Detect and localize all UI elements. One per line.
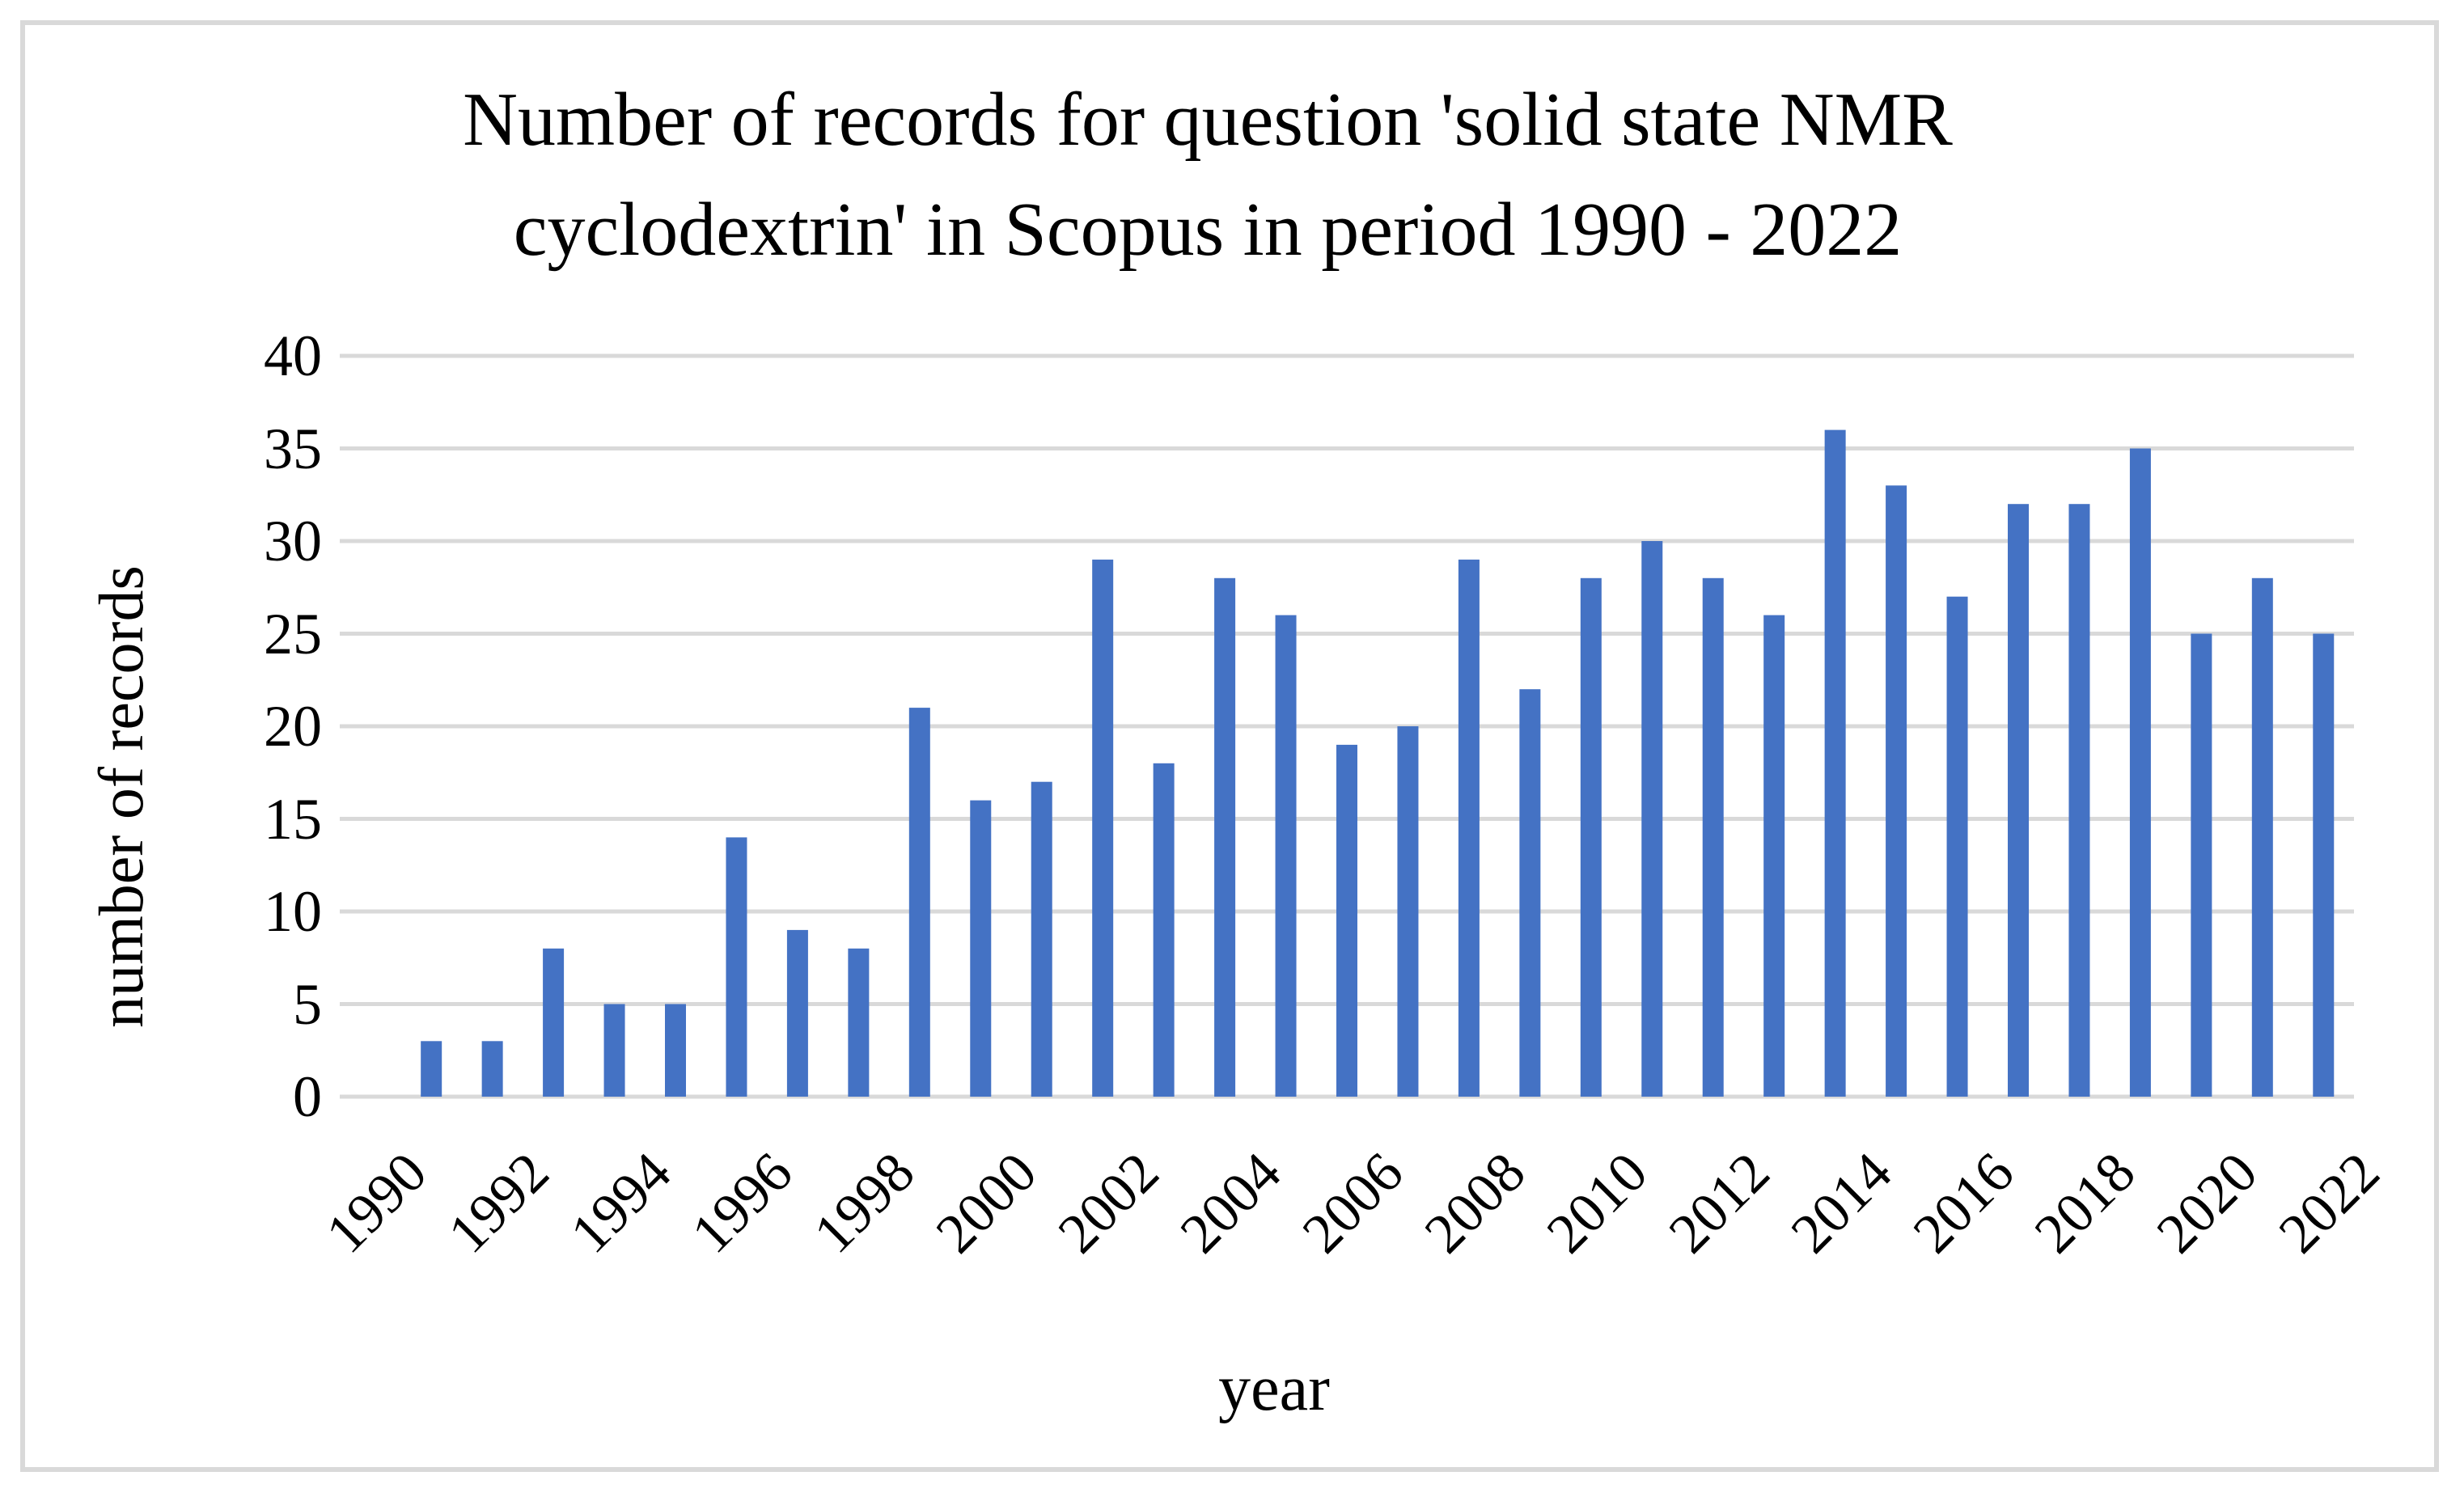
bar-1998 bbox=[848, 948, 870, 1097]
bar-2003 bbox=[1153, 763, 1175, 1097]
y-tick-label-0: 0 bbox=[293, 1064, 322, 1129]
x-axis-title: year bbox=[1218, 1353, 1330, 1424]
y-tick-label-25: 25 bbox=[264, 601, 322, 666]
bar-2016 bbox=[1946, 596, 1968, 1097]
bar-2008 bbox=[1458, 559, 1480, 1097]
bar-2007 bbox=[1397, 726, 1419, 1097]
bar-1993 bbox=[543, 948, 565, 1097]
x-tick-label-2004: 2004 bbox=[1169, 1141, 1293, 1266]
y-tick-label-10: 10 bbox=[264, 879, 322, 944]
bar-1996 bbox=[726, 837, 747, 1097]
x-tick-label-2012: 2012 bbox=[1657, 1141, 1782, 1266]
y-tick-label-40: 40 bbox=[264, 324, 322, 388]
x-tick-label-1996: 1996 bbox=[680, 1141, 805, 1266]
x-tick-label-2000: 2000 bbox=[925, 1141, 1049, 1266]
chart-title-line2: cyclodextrin' in Scopus in period 1990 -… bbox=[513, 188, 1903, 272]
bar-2018 bbox=[2068, 504, 2090, 1097]
x-tick-label-2020: 2020 bbox=[2145, 1141, 2270, 1266]
bar-1995 bbox=[665, 1004, 686, 1097]
bar-1994 bbox=[603, 1004, 625, 1097]
plot-area bbox=[340, 353, 2354, 1099]
bar-2004 bbox=[1214, 577, 1236, 1097]
x-tick-label-2006: 2006 bbox=[1291, 1141, 1416, 1266]
bar-2012 bbox=[1702, 577, 1724, 1097]
y-tick-label-35: 35 bbox=[264, 416, 322, 481]
bar-2015 bbox=[1886, 485, 1907, 1097]
y-tick-label-20: 20 bbox=[264, 694, 322, 759]
bar-2013 bbox=[1763, 615, 1785, 1097]
x-tick-label-2002: 2002 bbox=[1047, 1141, 1171, 1266]
bar-2019 bbox=[2129, 448, 2151, 1097]
x-tick-label-2016: 2016 bbox=[1901, 1141, 2026, 1266]
bar-2011 bbox=[1641, 541, 1663, 1097]
bar-1997 bbox=[786, 929, 808, 1097]
y-tick-label-15: 15 bbox=[264, 786, 322, 852]
bar-1992 bbox=[481, 1041, 503, 1097]
x-tick-label-2010: 2010 bbox=[1535, 1141, 1660, 1266]
chart-title: Number of records for question 'solid st… bbox=[0, 65, 2415, 285]
x-tick-label-1992: 1992 bbox=[436, 1141, 561, 1266]
x-tick-label-1998: 1998 bbox=[802, 1141, 927, 1266]
bar-1999 bbox=[908, 708, 930, 1097]
bar-1991 bbox=[421, 1041, 442, 1097]
x-tick-label-2022: 2022 bbox=[2267, 1141, 2392, 1266]
bar-2002 bbox=[1092, 559, 1114, 1097]
bar-2005 bbox=[1275, 615, 1297, 1097]
bar-2000 bbox=[970, 800, 992, 1097]
x-tick-label-2014: 2014 bbox=[1779, 1141, 1904, 1266]
bar-2021 bbox=[2251, 577, 2273, 1097]
x-tick-label-2018: 2018 bbox=[2023, 1141, 2148, 1266]
bar-2020 bbox=[2191, 633, 2212, 1097]
y-tick-label-30: 30 bbox=[264, 509, 322, 573]
bar-2022 bbox=[2313, 633, 2335, 1097]
bar-2017 bbox=[2008, 504, 2029, 1097]
bar-2001 bbox=[1031, 781, 1052, 1097]
y-tick-label-5: 5 bbox=[293, 971, 322, 1037]
chart-title-line1: Number of records for question 'solid st… bbox=[463, 78, 1953, 162]
x-tick-label-1994: 1994 bbox=[558, 1141, 683, 1266]
bar-2010 bbox=[1580, 577, 1602, 1097]
x-tick-label-2008: 2008 bbox=[1412, 1141, 1538, 1266]
bar-2006 bbox=[1336, 744, 1357, 1097]
bar-2014 bbox=[1824, 429, 1846, 1097]
x-tick-label-1990: 1990 bbox=[314, 1141, 439, 1266]
bar-2009 bbox=[1519, 689, 1541, 1097]
